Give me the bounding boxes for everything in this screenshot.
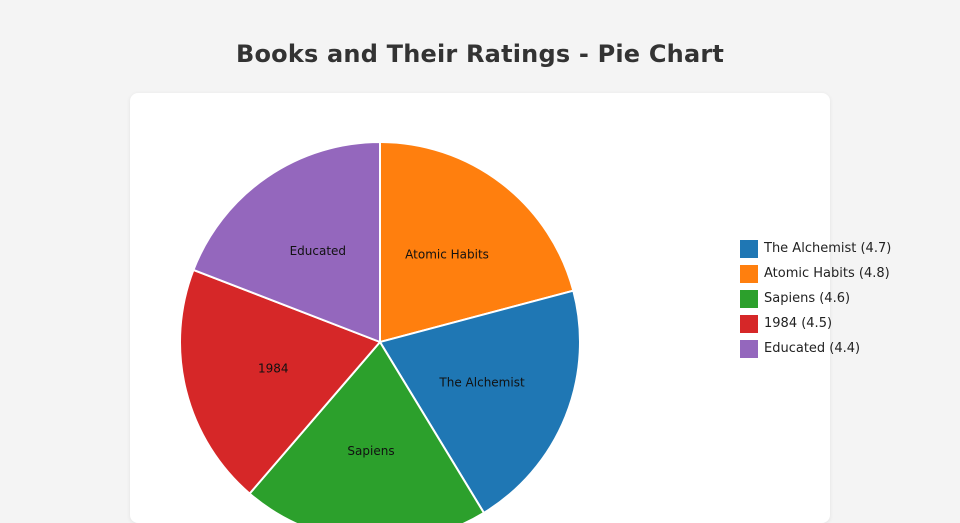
pie-slice-atomic-habits[interactable]: [379, 140, 575, 344]
legend-label: Sapiens (4.6): [764, 291, 851, 306]
legend-label: Educated (4.4): [764, 341, 861, 356]
legend-item-sapiens[interactable]: Sapiens (4.6): [740, 286, 891, 311]
slice-label: Atomic Habits: [405, 247, 489, 261]
legend-item-atomic-habits[interactable]: Atomic Habits (4.8): [740, 261, 891, 286]
chart-card: Atomic Habits The Alchemist Sapiens 1984 Edu…: [130, 93, 891, 523]
slice-label: The Alchemist: [438, 376, 525, 390]
legend-item-educated[interactable]: Educated (4.4): [740, 336, 891, 361]
legend-swatch: [740, 339, 758, 358]
slice-label: 1984: [258, 361, 289, 375]
legend-label: The Alchemist (4.7): [764, 241, 892, 256]
pie-slice-educated[interactable]: [192, 140, 381, 344]
pie-slice-the-alchemist[interactable]: [378, 289, 581, 515]
legend-label: 1984 (4.5): [764, 316, 833, 331]
chart-legend: The Alchemist (4.7) Atomic Habits (4.8) …: [740, 236, 891, 361]
pie-slice-1984[interactable]: [179, 268, 382, 496]
legend-item-the-alchemist[interactable]: The Alchemist (4.7): [740, 236, 891, 261]
legend-item-1984[interactable]: 1984 (4.5): [740, 311, 891, 336]
legend-swatch: [740, 264, 758, 283]
legend-swatch: [740, 314, 758, 333]
legend-swatch: [740, 239, 758, 258]
slice-label: Sapiens: [347, 444, 394, 458]
legend-swatch: [740, 289, 758, 308]
legend-label: Atomic Habits (4.8): [764, 266, 890, 281]
slice-label: Educated: [290, 244, 346, 258]
pie-chart: Atomic Habits The Alchemist Sapiens 1984 Edu…: [179, 140, 581, 523]
page-title: Books and Their Ratings - Pie Chart: [235, 40, 725, 68]
